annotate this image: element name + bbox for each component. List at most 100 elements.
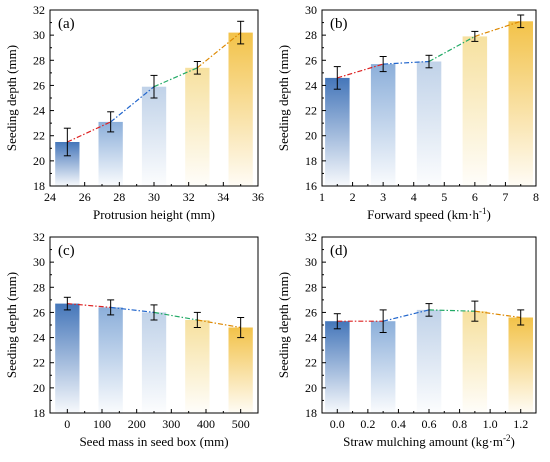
x-tick-label: 2 — [350, 190, 356, 204]
y-tick-label: 24 — [305, 78, 317, 92]
y-tick-label: 24 — [33, 104, 45, 118]
x-tick-label: 0.4 — [391, 417, 406, 431]
bar — [141, 86, 167, 186]
x-axis-title-text: Straw mulching amount (kg·m — [343, 434, 503, 449]
y-tick-label: 30 — [305, 255, 317, 269]
y-axis-title: Seeding depth (mm) — [4, 272, 19, 378]
x-axis-title-text: Seed mass in seed box (mm) — [79, 434, 228, 449]
y-tick-label: 30 — [33, 255, 45, 269]
x-tick-label: 26 — [79, 190, 91, 204]
bar — [228, 327, 253, 413]
bar — [508, 317, 533, 413]
trend-line-segment — [197, 319, 241, 329]
x-axis-title-tail: ) — [487, 207, 491, 222]
x-tick-label: 0 — [64, 417, 70, 431]
trend-line-segment — [382, 309, 430, 322]
trend-line-segment — [110, 306, 155, 313]
x-axis-title-tail: ) — [511, 434, 515, 449]
y-tick-label: 20 — [33, 381, 45, 395]
bar — [98, 121, 123, 186]
y-axis-title: Seeding depth (mm) — [4, 45, 19, 151]
y-tick-label: 32 — [33, 230, 45, 244]
y-tick-label: 26 — [33, 78, 45, 92]
y-tick-label: 26 — [305, 305, 317, 319]
bar — [228, 32, 253, 186]
panel-label: (c) — [58, 243, 75, 259]
bar — [325, 321, 350, 413]
y-tick-label: 18 — [33, 179, 45, 193]
trend-line-segment — [153, 311, 198, 321]
bar — [98, 307, 123, 413]
x-tick-label: 5 — [441, 190, 447, 204]
bar — [185, 67, 210, 186]
y-tick-label: 28 — [305, 280, 317, 294]
x-axis-title-text: Forward speed (km·h — [367, 207, 479, 222]
trend-line-segment — [474, 310, 521, 319]
y-tick-label: 22 — [33, 356, 45, 370]
y-tick-label: 20 — [305, 129, 317, 143]
x-axis-title-sup: -1 — [479, 206, 487, 216]
x-axis-title: Seed mass in seed box (mm) — [79, 434, 228, 449]
y-tick-label: 32 — [33, 3, 45, 17]
x-tick-label: 8 — [533, 190, 539, 204]
chart-panel-a: 24 26 28 30 32 34 36 18 20 22 24 26 28 30 32 (a) Protrus… — [4, 3, 264, 222]
trend-line-segment — [383, 60, 430, 65]
y-axis-title: Seeding depth (mm) — [276, 45, 291, 151]
x-tick-label: 500 — [232, 417, 250, 431]
y-tick-label: 18 — [305, 406, 317, 420]
y-tick-label: 22 — [33, 129, 45, 143]
y-tick-label: 28 — [305, 28, 317, 42]
chart-panel-c: 0 100 200 300 400 500 18 20 22 24 26 28 30 32 (c) Seed … — [4, 230, 259, 449]
bar — [141, 312, 167, 413]
y-tick-label: 24 — [33, 331, 45, 345]
bar — [55, 303, 80, 413]
x-tick-label: 4 — [411, 190, 417, 204]
y-tick-label: 18 — [33, 406, 45, 420]
x-tick-label: 28 — [113, 190, 125, 204]
panel-label: (d) — [330, 243, 348, 259]
trend-line-segment — [67, 303, 111, 308]
x-tick-label: 200 — [128, 417, 146, 431]
bar — [325, 77, 350, 186]
y-tick-label: 26 — [305, 53, 317, 67]
x-tick-label: 32 — [183, 190, 195, 204]
trend-line-segment — [337, 63, 384, 79]
y-tick-label: 26 — [33, 305, 45, 319]
x-tick-label: 36 — [252, 190, 264, 204]
trend-line-segment — [153, 67, 198, 88]
x-axis-title: Forward speed (km·h-1) — [367, 206, 491, 222]
x-tick-label: 0.2 — [360, 417, 375, 431]
x-tick-label: 34 — [217, 190, 229, 204]
bar — [185, 320, 210, 413]
bar — [416, 309, 442, 413]
x-tick-label: 6 — [472, 190, 478, 204]
panel-label: (a) — [58, 16, 75, 32]
y-tick-label: 20 — [33, 154, 45, 168]
x-tick-label: 7 — [502, 190, 508, 204]
chart-panel-d: 0.0 0.2 0.4 0.6 0.8 1.0 1.2 18 20 22 24 26 28 30 32 (d)… — [276, 230, 537, 449]
y-tick-label: 22 — [305, 104, 317, 118]
bar — [370, 64, 396, 186]
trend-line-segment — [428, 309, 475, 312]
x-tick-label: 0.0 — [330, 417, 345, 431]
x-tick-label: 1.0 — [483, 417, 498, 431]
x-axis-title: Protrusion height (mm) — [93, 207, 215, 222]
x-tick-label: 1.2 — [513, 417, 528, 431]
x-tick-label: 0.6 — [422, 417, 437, 431]
x-axis-title: Straw mulching amount (kg·m-2) — [343, 433, 515, 449]
y-tick-label: 24 — [305, 331, 317, 345]
x-tick-label: 24 — [44, 190, 56, 204]
x-tick-label: 30 — [148, 190, 160, 204]
y-tick-label: 32 — [305, 230, 317, 244]
y-tick-label: 28 — [33, 280, 45, 294]
bar — [462, 311, 488, 413]
y-tick-label: 30 — [305, 3, 317, 17]
x-axis-title-text: Protrusion height (mm) — [93, 207, 215, 222]
x-axis-title-sup: -2 — [503, 433, 511, 443]
y-tick-label: 22 — [305, 356, 317, 370]
trend-line-segment — [196, 32, 242, 69]
y-tick-label: 18 — [305, 154, 317, 168]
y-axis-title: Seeding depth (mm) — [276, 272, 291, 378]
bar — [416, 61, 442, 186]
trend-line-segment — [110, 86, 155, 123]
